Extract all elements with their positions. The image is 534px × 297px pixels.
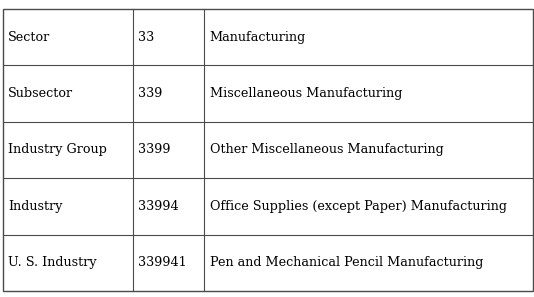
Text: Sector: Sector <box>8 31 50 44</box>
Text: Miscellaneous Manufacturing: Miscellaneous Manufacturing <box>209 87 402 100</box>
Text: 33994: 33994 <box>138 200 178 213</box>
Text: 33: 33 <box>138 31 154 44</box>
Text: Manufacturing: Manufacturing <box>209 31 306 44</box>
Text: 3399: 3399 <box>138 143 170 157</box>
Text: Industry: Industry <box>8 200 62 213</box>
Text: Other Miscellaneous Manufacturing: Other Miscellaneous Manufacturing <box>209 143 443 157</box>
Text: U. S. Industry: U. S. Industry <box>8 256 97 269</box>
Text: Industry Group: Industry Group <box>8 143 107 157</box>
Text: Pen and Mechanical Pencil Manufacturing: Pen and Mechanical Pencil Manufacturing <box>209 256 483 269</box>
Text: 339941: 339941 <box>138 256 186 269</box>
Text: Subsector: Subsector <box>8 87 73 100</box>
Text: Office Supplies (except Paper) Manufacturing: Office Supplies (except Paper) Manufactu… <box>209 200 507 213</box>
Text: 339: 339 <box>138 87 162 100</box>
